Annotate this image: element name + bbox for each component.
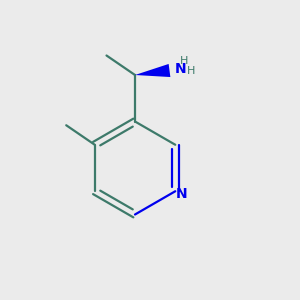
Text: H: H bbox=[180, 56, 189, 66]
Text: N: N bbox=[175, 62, 187, 76]
Text: N: N bbox=[176, 187, 188, 201]
Polygon shape bbox=[135, 64, 170, 77]
Text: H: H bbox=[187, 65, 195, 76]
